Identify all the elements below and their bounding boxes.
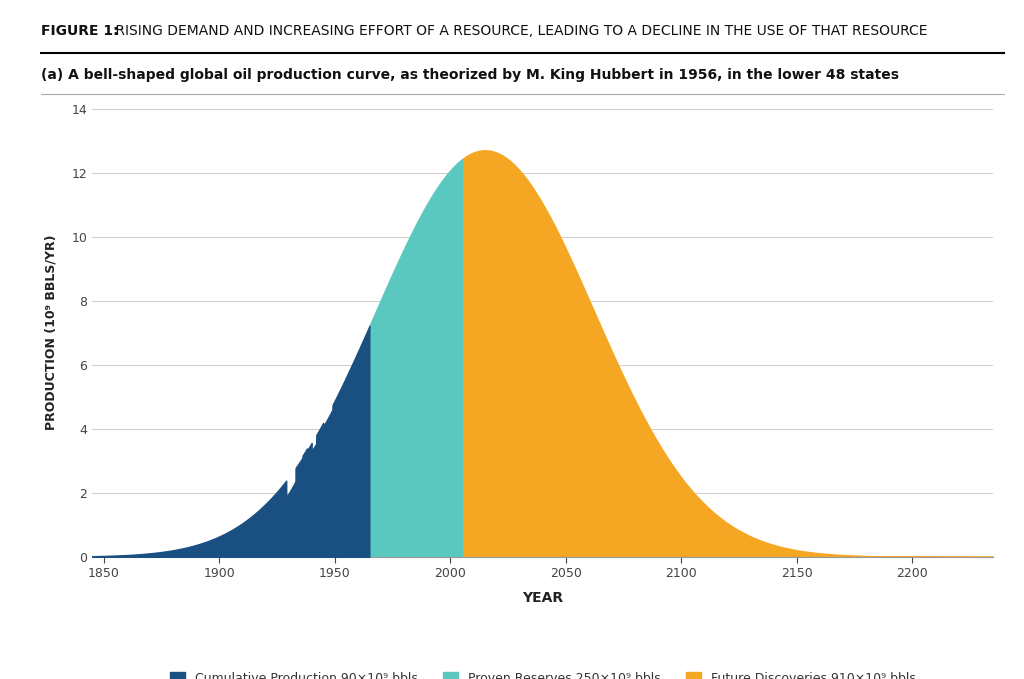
Text: (a) A bell-shaped global oil production curve, as theorized by M. King Hubbert i: (a) A bell-shaped global oil production … (41, 68, 899, 82)
Legend: Cumulative Production 90×10⁹ bbls, Proven Reserves 250×10⁹ bbls, Future Discover: Cumulative Production 90×10⁹ bbls, Prove… (170, 672, 915, 679)
X-axis label: YEAR: YEAR (522, 591, 563, 605)
Y-axis label: PRODUCTION (10⁹ BBLS/YR): PRODUCTION (10⁹ BBLS/YR) (44, 235, 57, 430)
Text: RISING DEMAND AND INCREASING EFFORT OF A RESOURCE, LEADING TO A DECLINE IN THE U: RISING DEMAND AND INCREASING EFFORT OF A… (111, 24, 927, 38)
Text: FIGURE 1:: FIGURE 1: (41, 24, 119, 38)
